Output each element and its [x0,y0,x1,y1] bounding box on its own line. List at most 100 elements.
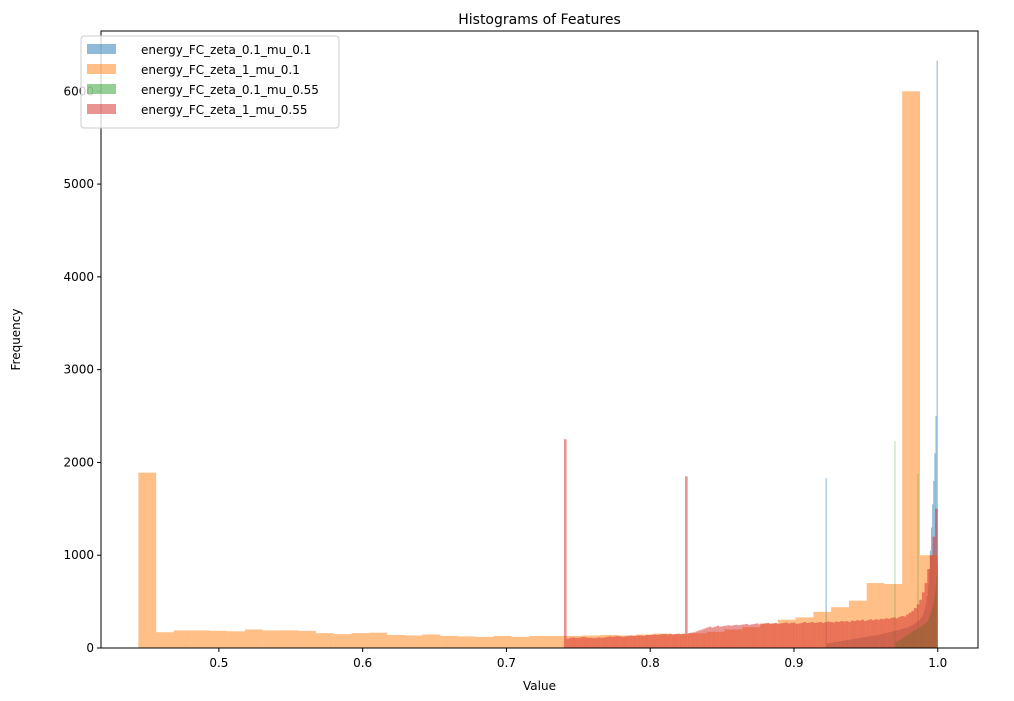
histogram-bar [895,618,899,648]
histogram-bar [316,633,334,648]
histogram-bar [579,637,583,648]
histogram-bar [864,621,867,648]
histogram-bar [742,624,746,648]
histogram-bar [850,620,854,648]
histogram-bar [640,635,643,648]
legend-swatch [87,64,116,74]
histogram-bar [719,626,722,648]
histogram-bar [493,635,512,648]
legend-label: energy_FC_zeta_1_mu_0.55 [141,103,307,117]
histogram-bar [735,624,738,648]
histogram-bar [782,622,786,648]
histogram-bar [650,634,654,648]
histogram-bar [585,637,588,648]
histogram-bar [792,622,796,648]
legend-label: energy_FC_zeta_0.1_mu_0.1 [141,43,311,57]
histogram-bar [692,632,696,648]
histogram-bar [404,635,423,648]
histogram-bar [866,620,870,648]
histogram-bar [903,616,907,648]
histogram-bar [732,625,736,648]
x-axis-label: Value [523,679,556,693]
histogram-bar [798,623,801,648]
histogram-bar [803,622,807,648]
histogram-bar [582,636,586,648]
histogram-bar [679,634,683,648]
histogram-bar [262,630,281,648]
histogram-bar [916,604,920,648]
series-3 [563,439,938,648]
histogram-bar [824,622,828,648]
x-axis-ticks: 0.5 0.6 0.7 0.8 0.9 1.0 [209,648,947,670]
histogram-bar [611,636,614,648]
histogram-bar [574,637,578,648]
histogram-bar [671,634,675,648]
histogram-bar [387,635,405,648]
histogram-bar [829,622,833,648]
histogram-bar [280,630,299,648]
histogram-bar [856,620,859,648]
bars-layer [138,60,938,648]
histogram-bar [840,621,843,648]
histogram-bar [853,621,857,648]
histogram-bar [756,623,759,648]
histogram-bar [924,583,928,648]
histogram-bar [713,626,717,648]
histogram-bar [921,592,925,648]
histogram-bar [716,625,720,648]
histogram-bar [635,635,638,648]
histogram-bar [858,620,862,648]
histogram-bar [898,616,901,648]
histogram-bar [191,630,210,648]
histogram-bar [624,636,628,648]
histogram-bar [777,623,780,648]
histogram-bar [761,623,765,648]
histogram-bar [790,622,793,648]
histogram-bar [637,635,641,648]
x-tick-label: 0.6 [353,656,372,670]
histogram-bar [648,635,651,648]
histogram-bar [914,608,917,648]
histogram-bar [458,636,476,648]
chart-title: Histograms of Features [458,12,621,28]
histogram-bar [608,636,612,648]
histogram-bar [774,622,778,648]
histogram-bar [871,620,875,648]
histogram-bar [929,555,933,648]
series-1 [138,91,938,648]
histogram-bar [861,619,865,648]
histogram-bar [475,636,494,648]
histogram-bar [369,632,388,648]
histogram-bar [156,632,174,648]
histogram-bar [900,615,904,648]
histogram-bar [753,623,757,648]
histogram-bar [825,478,827,648]
histogram-bar [848,622,851,648]
legend-swatch [87,104,116,114]
histogram-bar [892,617,896,648]
histogram-bar [877,619,880,648]
histogram-bar [587,637,591,648]
histogram-bar [795,623,799,648]
histogram-bar [653,634,657,648]
histogram-bar [932,536,936,648]
histogram-bar [711,627,714,648]
histogram-bar [546,635,565,648]
histogram-bar [566,638,570,648]
histogram-bar [758,624,762,648]
histogram-bar [613,636,617,648]
histogram-bar [682,633,686,648]
histogram-bar [595,637,599,648]
histogram-bar [642,635,646,648]
histogram-bar [724,625,728,648]
histogram-bar [885,618,888,648]
histogram-bar [695,631,699,648]
histogram-bar [173,630,192,648]
legend: energy_FC_zeta_0.1_mu_0.1 energy_FC_zeta_… [80,35,340,129]
histogram-bar [766,622,770,648]
histogram-bar [703,628,707,648]
histogram-bar [800,622,804,648]
histogram-bar [906,614,909,648]
histogram-bar [819,622,822,648]
